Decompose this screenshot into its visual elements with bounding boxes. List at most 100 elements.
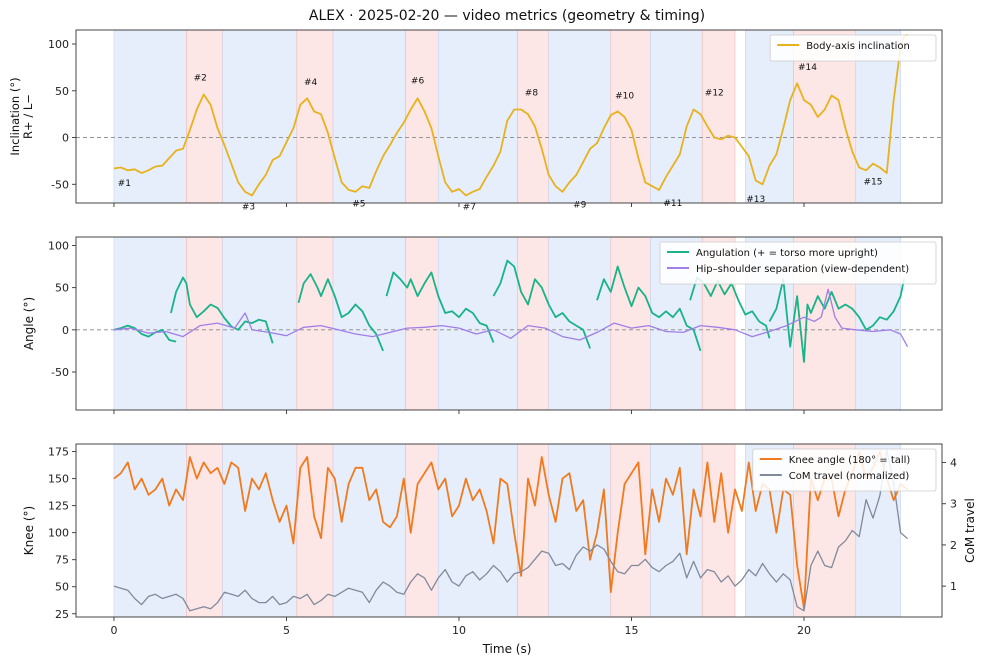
phase-band-red (405, 237, 439, 410)
cycle-annotation: #3 (242, 203, 255, 213)
legend-label: Knee angle (180° = tall) (789, 455, 911, 466)
y-tick-label: 75 (55, 554, 69, 567)
series-angulation-line (170, 276, 274, 344)
phase-band-blue (437, 444, 518, 617)
phase-band-blue (113, 444, 187, 617)
y-tick-label: 0 (62, 324, 69, 337)
x-tick-label: 5 (283, 624, 290, 637)
phase-band-red (186, 444, 223, 617)
cycle-annotation: #6 (411, 76, 425, 86)
series-angulation-line (113, 324, 177, 343)
plot-area (76, 30, 942, 203)
y-right-tick-label: 3 (950, 498, 957, 511)
phase-band-red (186, 30, 223, 203)
phase-band-red (701, 30, 736, 203)
legend: Angulation (+ = torso more upright) Hip–s… (659, 241, 937, 285)
cycle-annotation: #8 (525, 88, 539, 98)
y-axis-label: Angle (°) (22, 297, 36, 350)
phase-band-blue (548, 30, 612, 203)
phase-band-blue (650, 444, 703, 617)
y-tick-label: 50 (55, 85, 69, 98)
y-tick-label: 150 (48, 473, 69, 486)
series-knee-line (113, 450, 909, 610)
phase-band-red (296, 30, 334, 203)
cycle-annotation: #7 (463, 203, 476, 213)
knee-panel: 25 50 75 100 125 150 175 1 2 3 4 CoM travel 0 5 10 15 20… (22, 443, 977, 637)
y-tick-label: -50 (51, 178, 69, 191)
y-tick-label: 0 (62, 132, 69, 145)
cycle-annotation: #2 (194, 73, 207, 83)
x-tick-label: 0 (110, 624, 117, 637)
phase-band-red (517, 30, 549, 203)
phase-band-red (296, 237, 334, 410)
cycle-annotation: #14 (798, 63, 817, 73)
cycle-annotation: #10 (615, 91, 634, 101)
y-tick-label: 100 (48, 239, 69, 252)
legend-label: Angulation (+ = torso more upright) (696, 248, 878, 259)
cycle-annotation: #1 (118, 179, 131, 189)
series-angulation-line (492, 259, 591, 349)
series-separation-line (113, 288, 909, 348)
series-angulation-line (385, 271, 495, 343)
series-inclination-line (113, 33, 908, 197)
phase-band-red (517, 237, 549, 410)
cycle-annotation: #13 (746, 195, 765, 205)
y-tick-label: 25 (55, 608, 69, 621)
x-tick-label: 20 (797, 624, 811, 637)
legend-label: CoM travel (normalized) (789, 471, 910, 482)
axes-frame (75, 443, 943, 618)
y-tick-label: -50 (51, 366, 69, 379)
legend-label: Hip–shoulder separation (view-dependent) (696, 264, 909, 275)
x-tick-label: 15 (624, 624, 638, 637)
series-angulation-line (297, 273, 384, 352)
phase-band-red (517, 444, 549, 617)
y-right-axis-label: CoM travel (963, 498, 977, 563)
y-right-tick-label: 1 (950, 580, 957, 593)
series-angulation-line (596, 265, 702, 352)
chart-title: ALEX · 2025-02-20 — video metrics (geome… (309, 8, 705, 24)
legend: Knee angle (180° = tall) CoM travel (norm… (752, 448, 937, 492)
cycle-annotation: #11 (663, 199, 682, 209)
y-tick-label: 100 (48, 38, 69, 51)
y-tick-label: 175 (48, 446, 69, 459)
phase-band-blue (548, 237, 612, 410)
inclination-panel: #1 #2 #3 #4 #5 #6 #7 #8 #9 #10 #11 #12 #13 #14 #15 -50 0… (8, 29, 943, 213)
series-com-line (113, 449, 908, 612)
phase-band-blue (222, 444, 298, 617)
cycle-annotation: #12 (705, 88, 724, 98)
series-angulation-line (768, 278, 905, 363)
y-axis-label: R+ / L− (21, 94, 35, 139)
axes-frame (75, 236, 943, 411)
y-axis-label: Knee (°) (22, 506, 36, 555)
phase-band-blue (222, 30, 298, 203)
y-tick-label: 125 (48, 500, 69, 513)
phase-band-red (405, 30, 439, 203)
y-axis-label: Inclination (°) (8, 77, 22, 155)
legend-box (769, 34, 937, 62)
cycle-annotation: #5 (352, 200, 365, 210)
x-tick-label: 10 (452, 624, 466, 637)
y-right-tick-label: 4 (950, 457, 957, 470)
phase-band-blue (332, 30, 406, 203)
phase-band-red (296, 444, 334, 617)
phase-band-blue (437, 30, 518, 203)
phase-band-blue (437, 237, 518, 410)
legend-box (659, 241, 937, 285)
y-tick-label: 50 (55, 282, 69, 295)
axes-frame (75, 29, 943, 204)
y-tick-label: 50 (55, 581, 69, 594)
phase-band-blue (113, 237, 187, 410)
y-right-tick-label: 2 (950, 539, 957, 552)
y-tick-label: 100 (48, 527, 69, 540)
phase-band-red (701, 444, 736, 617)
phase-band-blue (650, 30, 703, 203)
cycle-annotation: #4 (304, 78, 318, 88)
cycle-annotation: #9 (573, 201, 587, 211)
phase-band-blue (548, 444, 612, 617)
phase-band-blue (113, 30, 187, 203)
plot-area (113, 444, 909, 617)
cycle-annotation: #15 (863, 177, 882, 187)
legend-box (752, 448, 937, 492)
legend-label: Body-axis inclination (806, 41, 910, 52)
